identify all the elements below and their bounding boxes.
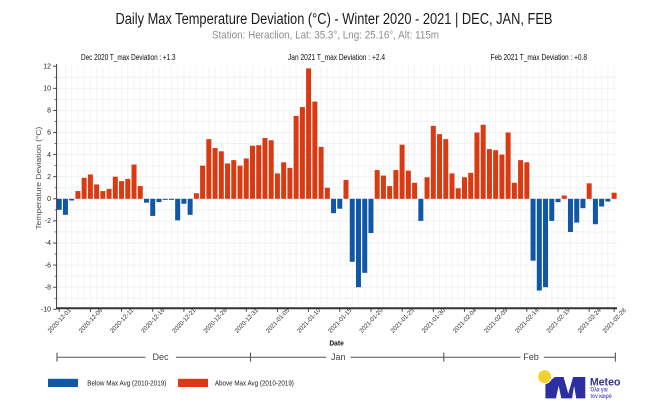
- svg-text:-4: -4: [45, 240, 51, 247]
- svg-text:4: 4: [47, 152, 51, 159]
- svg-text:Jan: Jan: [331, 352, 346, 362]
- svg-text:Jan 2021 T_max Deviation : +2.: Jan 2021 T_max Deviation : +2.4: [288, 53, 385, 62]
- svg-text:10: 10: [43, 86, 51, 93]
- svg-text:Above Max Avg (2010-2019): Above Max Avg (2010-2019): [215, 378, 294, 387]
- svg-text:8: 8: [47, 108, 51, 115]
- svg-text:Feb: Feb: [523, 352, 539, 362]
- svg-text:Όλα για: Όλα για: [589, 388, 608, 394]
- svg-text:Below Max Avg (2010-2019): Below Max Avg (2010-2019): [87, 378, 166, 387]
- svg-text:Dec: Dec: [152, 352, 169, 362]
- svg-text:-8: -8: [45, 284, 51, 291]
- svg-text:Station: Heraclion, Lat: 35.3°: Station: Heraclion, Lat: 35.3°, Lng: 25.…: [212, 30, 439, 42]
- svg-text:Temperature Deviation (°C): Temperature Deviation (°C): [34, 127, 43, 230]
- svg-text:12: 12: [43, 63, 51, 70]
- svg-text:-6: -6: [45, 262, 51, 269]
- svg-text:Meteo: Meteo: [590, 377, 621, 389]
- svg-text:2: 2: [47, 174, 51, 181]
- svg-text:Dec 2020 T_max Deviation : +1.: Dec 2020 T_max Deviation : +1.3: [81, 53, 176, 62]
- svg-text:-10: -10: [41, 307, 51, 314]
- svg-text:Date: Date: [329, 341, 344, 348]
- svg-text:τον καιρό: τον καιρό: [590, 394, 612, 400]
- svg-text:-2: -2: [45, 218, 51, 225]
- svg-text:6: 6: [47, 130, 51, 137]
- svg-text:Feb 2021 T_max Deviation : +0.: Feb 2021 T_max Deviation : +0.8: [491, 53, 588, 62]
- svg-text:0: 0: [47, 196, 51, 203]
- svg-text:Daily Max Temperature Deviatio: Daily Max Temperature Deviation (°C) - W…: [116, 11, 553, 28]
